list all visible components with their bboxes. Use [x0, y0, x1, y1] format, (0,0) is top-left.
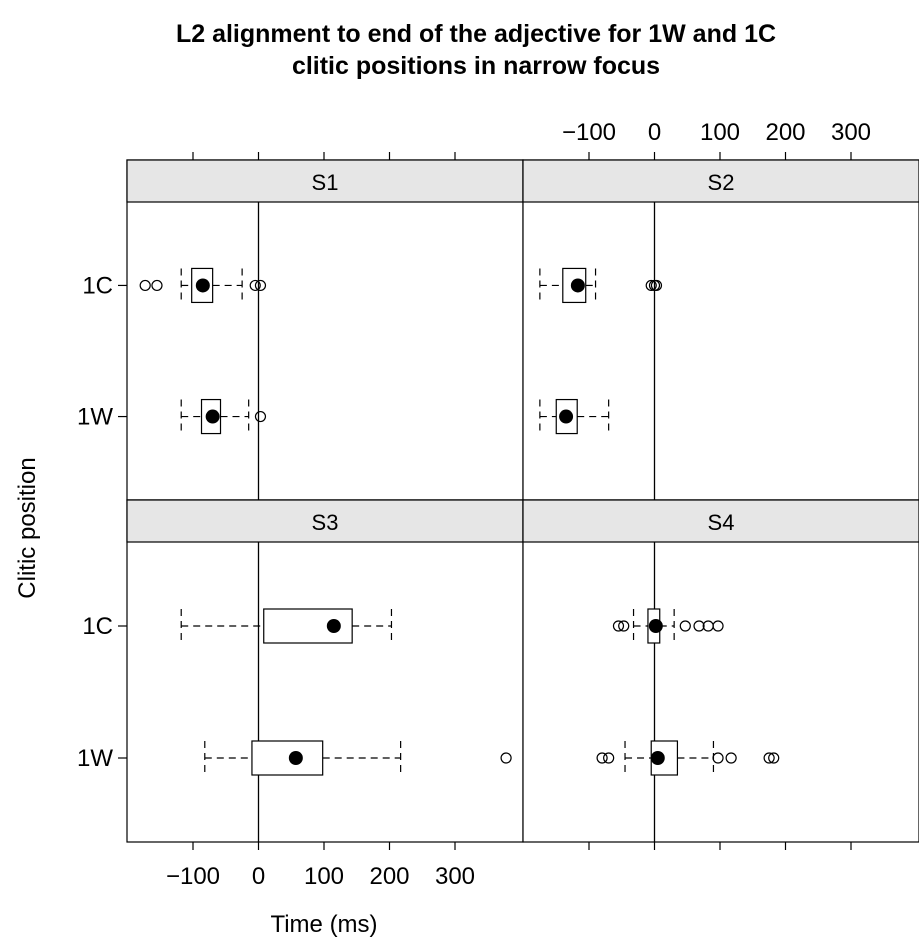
- outlier-s4-1c-1: [618, 620, 630, 632]
- x-tick-label-top-0: 0: [648, 119, 661, 146]
- median-dot-s2-1w: [559, 409, 574, 424]
- x-tick-label-bottom-200: 200: [369, 863, 409, 890]
- panel-strip-label-s2: S2: [708, 170, 735, 195]
- x-tick-label-top--100: −100: [562, 119, 616, 146]
- outlier-s4-1c-2: [679, 620, 691, 632]
- median-dot-s3-1c: [326, 619, 341, 633]
- outlier-s4-1w-5: [768, 752, 780, 764]
- median-dot-s4-1w: [650, 751, 665, 765]
- x-axis-label: Time (ms): [270, 911, 377, 938]
- plot-area: S1 1C 1W S2 S3 1C 1W S4 −100 −100 0 0 100 100 200 200 30…: [77, 119, 919, 890]
- outlier-s4-1w-1: [603, 752, 615, 764]
- x-tick-label-bottom-300: 300: [435, 863, 475, 890]
- outlier-s1-1c-1: [151, 279, 163, 292]
- median-dot-s1-1w: [205, 409, 220, 424]
- outlier-s4-1w-2: [712, 752, 724, 764]
- y-tick-label-0-1w: 1W: [77, 404, 113, 431]
- panel-strip-label-s4: S4: [708, 510, 735, 535]
- outlier-s4-1w-3: [725, 752, 737, 764]
- y-tick-label-1-1w: 1W: [77, 745, 113, 772]
- y-tick-label-0-1c: 1C: [82, 272, 113, 299]
- outlier-s4-1c-3: [693, 620, 705, 632]
- x-tick-label-top-200: 200: [765, 119, 805, 146]
- panel-frame-s4: [522, 499, 919, 843]
- chart-title-line-2: clitic positions in narrow focus: [292, 52, 660, 80]
- x-tick-label-top-100: 100: [700, 119, 740, 146]
- panel-strip-s3: [126, 499, 524, 543]
- outlier-s1-1c-2: [249, 279, 261, 292]
- chart-title-line-1: L2 alignment to end of the adjective for…: [176, 20, 776, 48]
- outlier-s2-1c-0: [645, 279, 657, 292]
- y-tick-label-1-1c: 1C: [82, 613, 113, 640]
- x-tick-label-top-300: 300: [831, 119, 871, 146]
- x-tick-label-bottom-100: 100: [304, 863, 344, 890]
- outlier-s4-1w-4: [763, 752, 775, 764]
- outlier-s1-1c-0: [139, 279, 151, 292]
- outlier-s4-1w-0: [596, 752, 608, 764]
- panel-strip-label-s1: S1: [312, 170, 339, 195]
- panel-strip-label-s3: S3: [312, 510, 339, 535]
- panel-frame-s1: [126, 159, 524, 501]
- panel-frame-s2: [522, 159, 919, 501]
- median-dot-s4-1c: [648, 619, 663, 633]
- y-axis-label: Clitic position: [14, 457, 41, 598]
- outlier-s3-1w-0: [500, 752, 512, 764]
- outlier-s4-1c-5: [712, 620, 724, 632]
- x-tick-label-bottom--100: −100: [166, 863, 220, 890]
- outlier-s4-1c-0: [612, 620, 625, 632]
- outlier-s1-1c-3: [254, 279, 267, 292]
- box-s3-1w: [251, 740, 324, 776]
- panel-strip-s4: [522, 499, 919, 543]
- median-dot-s2-1c: [570, 278, 585, 293]
- median-dot-s1-1c: [195, 278, 210, 293]
- panel-strip-s2: [522, 159, 919, 203]
- outlier-s1-1w-0: [254, 410, 267, 423]
- median-dot-s3-1w: [288, 751, 303, 765]
- outlier-s2-1c-2: [650, 279, 663, 292]
- panel-strip-s1: [126, 159, 524, 203]
- x-tick-label-bottom-0: 0: [252, 863, 265, 890]
- panel-frame-s3: [126, 499, 524, 843]
